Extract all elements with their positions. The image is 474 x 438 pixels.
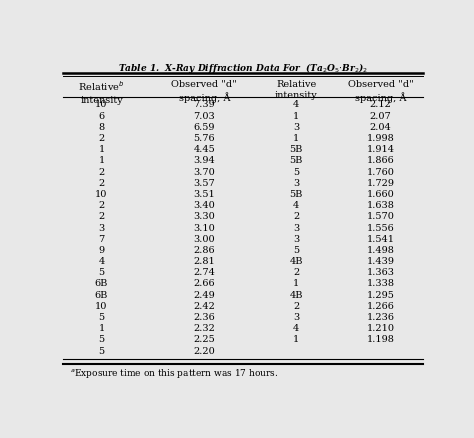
Text: 4: 4: [293, 100, 299, 110]
Text: Observed "d"
spacing, Å: Observed "d" spacing, Å: [348, 80, 413, 103]
Text: 3: 3: [99, 223, 105, 233]
Text: 9: 9: [99, 246, 105, 255]
Text: 1: 1: [293, 336, 299, 344]
Text: 2.66: 2.66: [193, 279, 215, 289]
Text: 7: 7: [99, 235, 105, 244]
Text: 4B: 4B: [290, 291, 303, 300]
Text: 1: 1: [99, 324, 105, 333]
Text: 5: 5: [99, 336, 105, 344]
Text: 3.94: 3.94: [193, 156, 215, 166]
Text: 1.866: 1.866: [367, 156, 394, 166]
Text: 1.236: 1.236: [367, 313, 395, 322]
Text: 1.338: 1.338: [367, 279, 395, 289]
Text: 1: 1: [99, 145, 105, 154]
Text: 1: 1: [293, 134, 299, 143]
Text: 5B: 5B: [290, 145, 303, 154]
Text: 2.25: 2.25: [193, 336, 215, 344]
Text: 4.45: 4.45: [193, 145, 215, 154]
Text: 5: 5: [293, 168, 299, 177]
Text: 5.76: 5.76: [193, 134, 215, 143]
Text: 2: 2: [99, 201, 105, 210]
Text: 3: 3: [293, 123, 299, 132]
Text: 2: 2: [99, 134, 105, 143]
Text: 3.51: 3.51: [193, 190, 215, 199]
Text: 2: 2: [99, 168, 105, 177]
Text: Relative$^b$
intensity: Relative$^b$ intensity: [78, 80, 125, 105]
Text: 1.556: 1.556: [367, 223, 394, 233]
Text: 4B: 4B: [290, 257, 303, 266]
Text: 2.74: 2.74: [193, 268, 215, 277]
Text: 2.42: 2.42: [193, 302, 215, 311]
Text: Relative
intensity: Relative intensity: [275, 80, 318, 100]
Text: 1.198: 1.198: [367, 336, 395, 344]
Text: 2.36: 2.36: [193, 313, 215, 322]
Text: 5B: 5B: [290, 190, 303, 199]
Text: 1.498: 1.498: [367, 246, 395, 255]
Text: 6B: 6B: [95, 279, 108, 289]
Text: 2: 2: [293, 302, 299, 311]
Text: 1.998: 1.998: [367, 134, 394, 143]
Text: 6.59: 6.59: [193, 123, 215, 132]
Text: 1.541: 1.541: [367, 235, 395, 244]
Text: 5: 5: [293, 246, 299, 255]
Text: 2.20: 2.20: [193, 346, 215, 356]
Text: 3.57: 3.57: [193, 179, 215, 188]
Text: 1.363: 1.363: [367, 268, 395, 277]
Text: 1.266: 1.266: [367, 302, 395, 311]
Text: 5: 5: [99, 268, 105, 277]
Text: 7.03: 7.03: [193, 112, 215, 120]
Text: 3.10: 3.10: [193, 223, 215, 233]
Text: 4: 4: [293, 201, 299, 210]
Text: 1.660: 1.660: [367, 190, 394, 199]
Text: 3: 3: [293, 235, 299, 244]
Text: Observed "d"
spacing, Å: Observed "d" spacing, Å: [172, 80, 237, 103]
Text: 2: 2: [99, 212, 105, 221]
Text: 5: 5: [99, 313, 105, 322]
Text: 1.638: 1.638: [367, 201, 395, 210]
Text: 1.439: 1.439: [367, 257, 395, 266]
Text: 1.570: 1.570: [367, 212, 395, 221]
Text: 10: 10: [95, 100, 108, 110]
Text: 1.295: 1.295: [367, 291, 395, 300]
Text: 10: 10: [95, 302, 108, 311]
Text: 8: 8: [99, 123, 105, 132]
Text: 10: 10: [95, 190, 108, 199]
Text: 5B: 5B: [290, 156, 303, 166]
Text: 3: 3: [293, 179, 299, 188]
Text: Table 1.  X-Ray Diffraction Data For  (Ta$_2$O$_5$$\cdot$Br$_2$)$_2$: Table 1. X-Ray Diffraction Data For (Ta$…: [118, 61, 368, 75]
Text: 2: 2: [293, 212, 299, 221]
Text: 1: 1: [293, 112, 299, 120]
Text: 2.81: 2.81: [193, 257, 215, 266]
Text: 1.914: 1.914: [367, 145, 395, 154]
Text: 1.760: 1.760: [367, 168, 395, 177]
Text: 7.39: 7.39: [193, 100, 215, 110]
Text: 2.32: 2.32: [193, 324, 215, 333]
Text: 5: 5: [99, 346, 105, 356]
Text: 1: 1: [99, 156, 105, 166]
Text: 6B: 6B: [95, 291, 108, 300]
Text: 1.729: 1.729: [367, 179, 395, 188]
Text: 3.40: 3.40: [193, 201, 215, 210]
Text: 3: 3: [293, 313, 299, 322]
Text: 4: 4: [99, 257, 105, 266]
Text: 2.86: 2.86: [193, 246, 215, 255]
Text: 1.210: 1.210: [367, 324, 395, 333]
Text: $^a$Exposure time on this pattern was 17 hours.: $^a$Exposure time on this pattern was 17…: [70, 367, 279, 380]
Text: 3.00: 3.00: [193, 235, 215, 244]
Text: 2.49: 2.49: [193, 291, 215, 300]
Text: 2.07: 2.07: [370, 112, 392, 120]
Text: 2: 2: [99, 179, 105, 188]
Text: 3: 3: [293, 223, 299, 233]
Text: 1: 1: [293, 279, 299, 289]
Text: 4: 4: [293, 324, 299, 333]
Text: 3.70: 3.70: [193, 168, 215, 177]
Text: 3.30: 3.30: [193, 212, 215, 221]
Text: 2.04: 2.04: [370, 123, 392, 132]
Text: 2: 2: [293, 268, 299, 277]
Text: 2.12: 2.12: [370, 100, 392, 110]
Text: 6: 6: [99, 112, 105, 120]
